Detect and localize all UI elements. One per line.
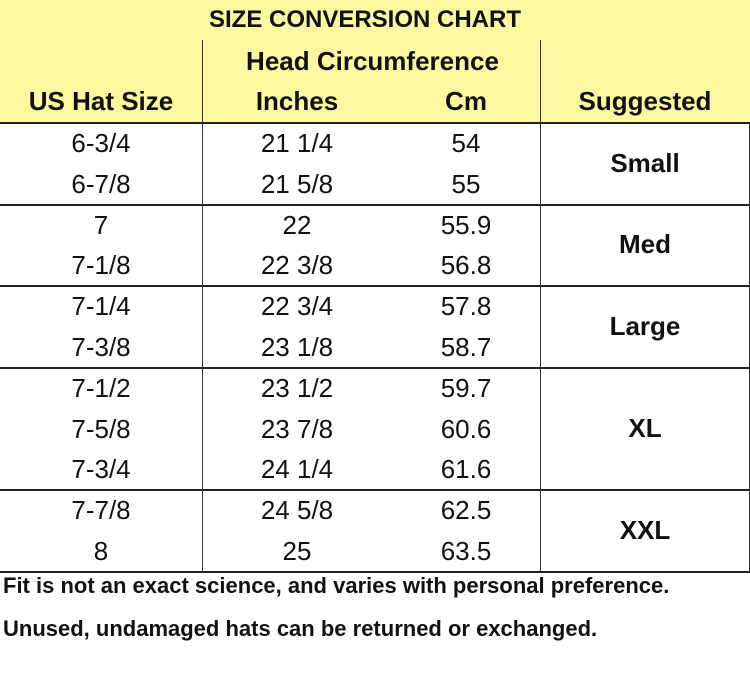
suggested-size-label: Small	[610, 147, 680, 178]
row-divider	[0, 489, 750, 492]
cm-cell: 59.7	[440, 372, 492, 403]
us-size-cell: 7-5/8	[71, 413, 131, 444]
us-size-cell: 7-1/8	[71, 250, 131, 281]
cm-cell: 55.9	[440, 209, 492, 240]
cm-cell: 62.5	[440, 495, 492, 526]
head-circumference-label: Head Circumference	[246, 46, 499, 76]
chart-title: SIZE CONVERSION CHART	[208, 6, 522, 33]
inches-cell: 23 1/8	[260, 332, 334, 362]
cm-cell: 54	[451, 128, 481, 158]
row-divider	[0, 570, 750, 573]
inches-cell: 22	[282, 209, 312, 240]
us-size-cell: 7-3/8	[71, 332, 131, 362]
inches-cell: 23 7/8	[260, 413, 334, 444]
inches-cell: 24 5/8	[260, 495, 334, 526]
us-size-cell: 6-3/4	[71, 128, 131, 158]
us-size-cell: 7-7/8	[71, 495, 131, 526]
column-divider	[202, 40, 203, 572]
suggested-size-label: Large	[609, 311, 681, 341]
inches-cell: 21 1/4	[260, 128, 334, 158]
suggested-size-label: Med	[619, 229, 671, 260]
row-divider	[0, 366, 750, 369]
cm-cell: 57.8	[440, 291, 492, 322]
column-header-cm: Cm	[445, 86, 487, 116]
us-size-cell: 7-1/4	[71, 291, 131, 322]
cm-cell: 56.8	[440, 250, 492, 281]
table-header: SIZE CONVERSION CHART Head Circumference…	[0, 0, 750, 123]
row-divider	[0, 203, 750, 206]
footer-note-fit: Fit is not an exact science, and varies …	[3, 573, 670, 598]
cm-cell: 63.5	[440, 536, 492, 566]
us-size-cell: 7-1/2	[71, 372, 131, 403]
row-divider	[0, 122, 750, 124]
cm-cell: 55	[451, 168, 481, 199]
inches-cell: 23 1/2	[260, 372, 334, 403]
column-header-inches: Inches	[255, 86, 339, 116]
inches-cell: 21 5/8	[260, 168, 334, 199]
inches-cell: 22 3/8	[260, 250, 334, 281]
us-size-cell: 7	[93, 209, 109, 240]
us-size-cell: 7-3/4	[71, 454, 131, 485]
column-divider	[540, 40, 541, 572]
cm-cell: 61.6	[440, 454, 492, 485]
cm-cell: 58.7	[440, 332, 492, 362]
column-header-us-hat-size: US Hat Size	[28, 86, 174, 116]
cm-cell: 60.6	[440, 413, 492, 444]
row-divider	[0, 285, 750, 288]
inches-cell: 24 1/4	[260, 454, 334, 485]
inches-cell: 22 3/4	[260, 291, 334, 322]
us-size-cell: 8	[93, 536, 109, 566]
us-size-cell: 6-7/8	[71, 168, 131, 199]
column-header-suggested: Suggested	[578, 86, 712, 116]
inches-cell: 25	[282, 536, 312, 566]
footer-note-returns: Unused, undamaged hats can be returned o…	[3, 616, 598, 641]
suggested-size-label: XL	[628, 413, 662, 443]
suggested-size-label: XXL	[619, 515, 671, 545]
